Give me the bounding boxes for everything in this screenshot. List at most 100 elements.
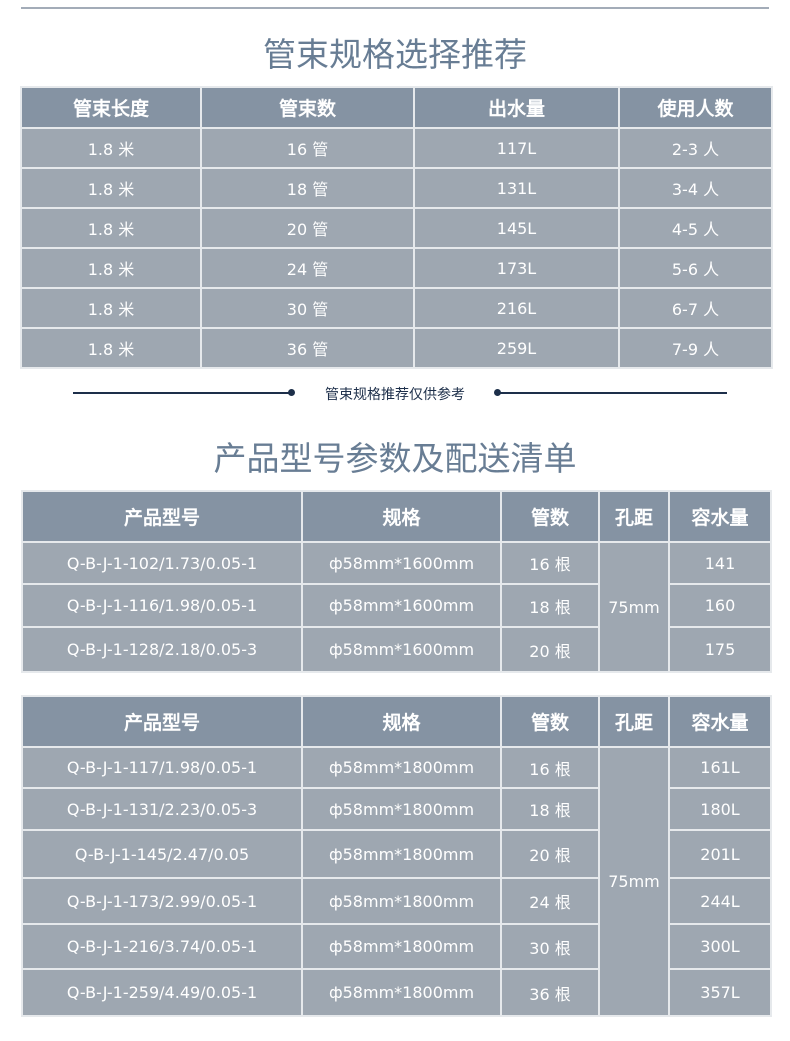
table-cell: 1.8 米 <box>20 127 202 169</box>
table-cell: Q-B-J-1-102/1.73/0.05-1 <box>21 541 303 585</box>
table-cell: 18 根 <box>500 787 600 831</box>
header-tube-count: 管束数 <box>200 86 415 129</box>
table-cell: ф58mm*1800mm <box>301 968 502 1017</box>
tube-spec-table: 管束长度 管束数 出水量 使用人数 1.8 米 16 管 117L 2-3 人 1.8 … <box>20 86 773 369</box>
table-cell: 20 根 <box>500 626 600 673</box>
table-cell: ф58mm*1800mm <box>301 787 502 831</box>
table-cell: 145L <box>413 207 620 249</box>
table-cell: 216L <box>413 287 620 329</box>
capacity-cell: 180L <box>668 787 772 831</box>
table-cell: 6-7 人 <box>618 287 773 329</box>
table-row: Q-B-J-1-128/2.18/0.05-3 ф58mm*1600mm 20 根 1… <box>21 626 772 673</box>
table-cell: 16 根 <box>500 541 600 585</box>
table-row: 1.8 米 16 管 117L 2-3 人 <box>20 127 773 169</box>
table-cell: 1.8 米 <box>20 207 202 249</box>
table-row: 1.8 米 20 管 145L 4-5 人 <box>20 207 773 249</box>
table-cell: 36 根 <box>500 968 600 1017</box>
note-dot-right <box>494 389 501 396</box>
table-row: Q-B-J-1-131/2.23/0.05-3 ф58mm*1800mm 18 根 1… <box>21 787 772 831</box>
table-cell: 20 根 <box>500 829 600 879</box>
capacity-cell: 244L <box>668 877 772 925</box>
capacity-cell: 141 <box>668 541 772 585</box>
header-length: 管束长度 <box>20 86 202 129</box>
header-users: 使用人数 <box>618 86 773 129</box>
table-cell: 259L <box>413 327 620 369</box>
table-cell: ф58mm*1600mm <box>301 541 502 585</box>
header-cell: 孔距 <box>598 695 670 748</box>
section-title-tube-spec: 管束规格选择推荐 <box>263 35 527 74</box>
table-cell: Q-B-J-1-173/2.99/0.05-1 <box>21 877 303 925</box>
table-cell: 30 根 <box>500 923 600 970</box>
table-cell: 24 管 <box>200 247 415 289</box>
hole-spacing-cell: 75mm <box>598 746 670 1017</box>
header-cell: 产品型号 <box>21 695 303 748</box>
table-row: 1.8 米 30 管 216L 6-7 人 <box>20 287 773 329</box>
table-cell: 1.8 米 <box>20 247 202 289</box>
table-row: 1.8 米 18 管 131L 3-4 人 <box>20 167 773 209</box>
table-row: Q-B-J-1-116/1.98/0.05-1 ф58mm*1600mm 18 根 1… <box>21 583 772 628</box>
note-text: 管束规格推荐仅供参考 <box>325 387 465 403</box>
table-row: Q-B-J-1-216/3.74/0.05-1 ф58mm*1800mm 30 根 3… <box>21 923 772 970</box>
table-cell: ф58mm*1800mm <box>301 877 502 925</box>
table-cell: 7-9 人 <box>618 327 773 369</box>
table-cell: Q-B-J-1-117/1.98/0.05-1 <box>21 746 303 789</box>
capacity-cell: 161L <box>668 746 772 789</box>
header-cell: 容水量 <box>668 490 772 543</box>
table-cell: 1.8 米 <box>20 167 202 209</box>
table-cell: 36 管 <box>200 327 415 369</box>
table-row: 1.8 米 24 管 173L 5-6 人 <box>20 247 773 289</box>
note-dot-left <box>288 389 295 396</box>
note-line-right <box>498 392 727 394</box>
table-row: Q-B-J-1-173/2.99/0.05-1 ф58mm*1800mm 24 根 2… <box>21 877 772 925</box>
table-cell: 4-5 人 <box>618 207 773 249</box>
table-cell: 1.8 米 <box>20 327 202 369</box>
table-cell: 24 根 <box>500 877 600 925</box>
table-row: Q-B-J-1-145/2.47/0.05 ф58mm*1800mm 20 根 201… <box>21 829 772 879</box>
capacity-cell: 175 <box>668 626 772 673</box>
table-cell: ф58mm*1800mm <box>301 746 502 789</box>
table-cell: ф58mm*1800mm <box>301 829 502 879</box>
header-cell: 产品型号 <box>21 490 303 543</box>
header-cell: 容水量 <box>668 695 772 748</box>
table-cell: 1.8 米 <box>20 287 202 329</box>
note-line-left <box>73 392 291 394</box>
section-title-product-params: 产品型号参数及配送清单 <box>213 439 577 478</box>
product-table-1800: 产品型号 规格 管数 孔距 容水量 Q-B-J-1-117/1.98/0.05-1 ф58m… <box>21 695 772 1017</box>
header-cell: 孔距 <box>598 490 670 543</box>
reference-note: 管束规格推荐仅供参考 <box>0 383 790 403</box>
table-cell: 20 管 <box>200 207 415 249</box>
product-table-1600: 产品型号 规格 管数 孔距 容水量 Q-B-J-1-102/1.73/0.05-1 ф58m… <box>21 490 772 673</box>
table-cell: 117L <box>413 127 620 169</box>
capacity-cell: 160 <box>668 583 772 628</box>
table-row: 1.8 米 36 管 259L 7-9 人 <box>20 327 773 369</box>
table-cell: Q-B-J-1-128/2.18/0.05-3 <box>21 626 303 673</box>
header-output: 出水量 <box>413 86 620 129</box>
table-cell: 2-3 人 <box>618 127 773 169</box>
header-cell: 规格 <box>301 490 502 543</box>
hole-spacing-cell: 75mm <box>598 541 670 673</box>
header-cell: 管数 <box>500 490 600 543</box>
capacity-cell: 357L <box>668 968 772 1017</box>
table-row: Q-B-J-1-259/4.49/0.05-1 ф58mm*1800mm 36 根 3… <box>21 968 772 1017</box>
table-cell: 131L <box>413 167 620 209</box>
table-cell: Q-B-J-1-259/4.49/0.05-1 <box>21 968 303 1017</box>
table-cell: 18 管 <box>200 167 415 209</box>
top-divider <box>21 7 769 9</box>
table-cell: Q-B-J-1-116/1.98/0.05-1 <box>21 583 303 628</box>
table-cell: Q-B-J-1-131/2.23/0.05-3 <box>21 787 303 831</box>
table-cell: Q-B-J-1-216/3.74/0.05-1 <box>21 923 303 970</box>
header-cell: 规格 <box>301 695 502 748</box>
table-cell: 30 管 <box>200 287 415 329</box>
table-cell: ф58mm*1600mm <box>301 626 502 673</box>
table-cell: ф58mm*1600mm <box>301 583 502 628</box>
table-cell: ф58mm*1800mm <box>301 923 502 970</box>
table-cell: 173L <box>413 247 620 289</box>
table-cell: 18 根 <box>500 583 600 628</box>
table-cell: 5-6 人 <box>618 247 773 289</box>
table-cell: Q-B-J-1-145/2.47/0.05 <box>21 829 303 879</box>
capacity-cell: 300L <box>668 923 772 970</box>
table-cell: 3-4 人 <box>618 167 773 209</box>
capacity-cell: 201L <box>668 829 772 879</box>
